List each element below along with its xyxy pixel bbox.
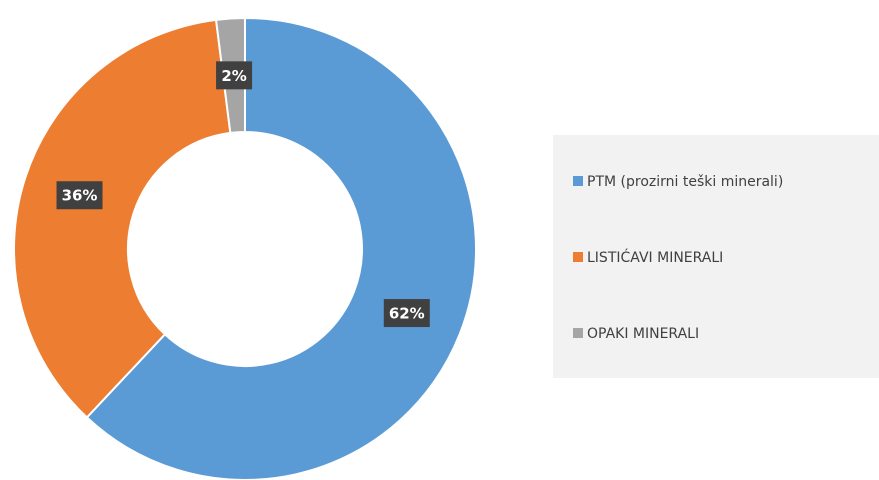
legend-swatch <box>573 176 583 186</box>
legend-swatch <box>573 252 583 262</box>
legend-swatch <box>573 328 583 338</box>
data-label-box <box>216 61 253 90</box>
data-label: 36% <box>62 187 98 205</box>
data-label-box <box>383 299 430 328</box>
slice <box>13 18 232 419</box>
legend-label: PTM (prozirni teški minerali) <box>587 174 783 190</box>
data-label: 62% <box>389 305 425 323</box>
slice <box>85 16 477 480</box>
legend-label: OPAKI MINERALI <box>587 326 699 342</box>
data-label-box <box>56 181 103 210</box>
legend-label: LISTIĆAVI MINERALI <box>587 248 723 266</box>
data-label: 2% <box>221 67 246 85</box>
legend-box <box>553 135 879 378</box>
